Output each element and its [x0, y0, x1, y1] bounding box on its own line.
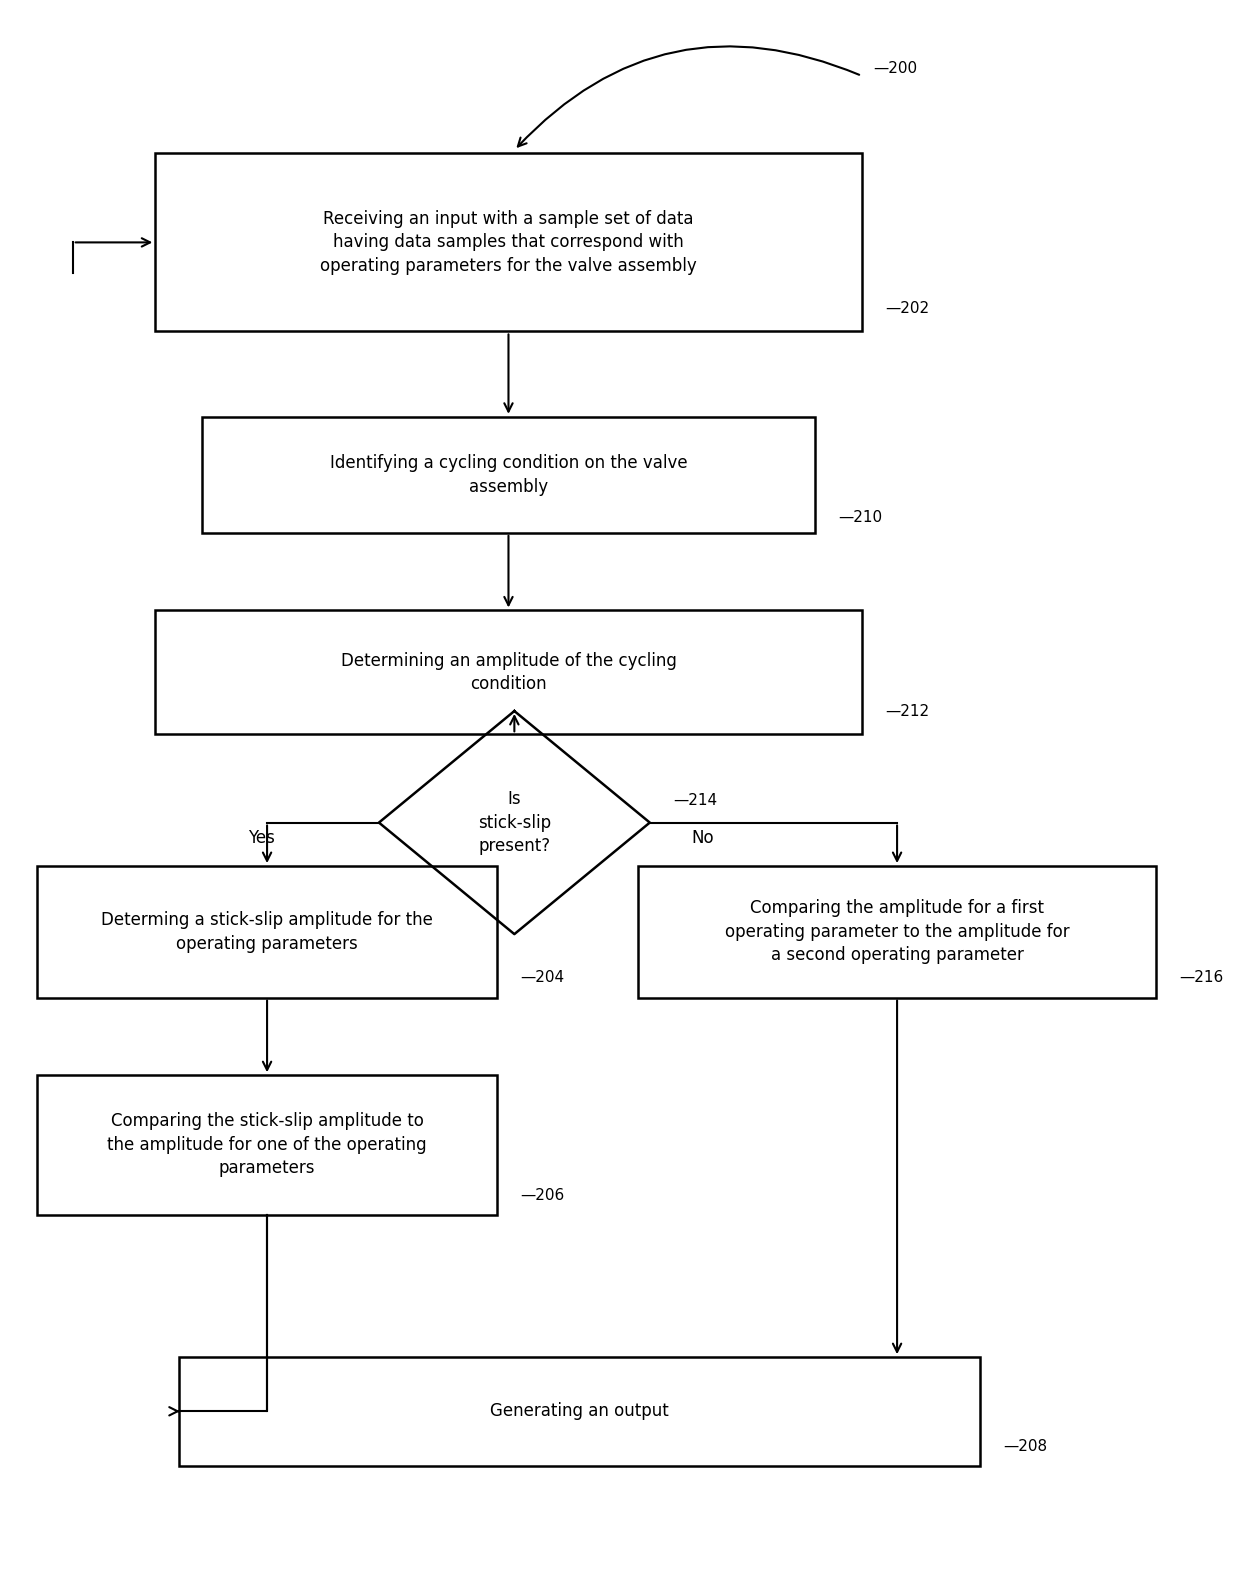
- FancyBboxPatch shape: [37, 1076, 497, 1214]
- FancyBboxPatch shape: [155, 153, 862, 331]
- Text: Comparing the amplitude for a first
operating parameter to the amplitude for
a s: Comparing the amplitude for a first oper…: [724, 899, 1069, 965]
- Text: —208: —208: [1003, 1440, 1048, 1454]
- Text: —200: —200: [873, 60, 918, 76]
- FancyBboxPatch shape: [639, 866, 1156, 998]
- Text: Determining an amplitude of the cycling
condition: Determining an amplitude of the cycling …: [341, 651, 676, 694]
- Text: —202: —202: [885, 301, 930, 315]
- Text: —204: —204: [521, 970, 564, 986]
- Polygon shape: [379, 711, 650, 934]
- Text: —206: —206: [521, 1189, 564, 1203]
- Text: Is
stick-slip
present?: Is stick-slip present?: [477, 790, 551, 855]
- Text: Identifying a cycling condition on the valve
assembly: Identifying a cycling condition on the v…: [330, 454, 687, 495]
- FancyBboxPatch shape: [155, 610, 862, 735]
- Text: —212: —212: [885, 703, 930, 719]
- Text: —216: —216: [1179, 970, 1224, 986]
- FancyBboxPatch shape: [179, 1358, 980, 1465]
- Text: Generating an output: Generating an output: [490, 1402, 668, 1421]
- FancyBboxPatch shape: [37, 866, 497, 998]
- Text: No: No: [692, 830, 714, 847]
- Text: Comparing the stick-slip amplitude to
the amplitude for one of the operating
par: Comparing the stick-slip amplitude to th…: [107, 1112, 427, 1178]
- Text: Determing a stick-slip amplitude for the
operating parameters: Determing a stick-slip amplitude for the…: [102, 912, 433, 953]
- Text: —210: —210: [838, 509, 883, 525]
- Text: —214: —214: [673, 793, 718, 809]
- Text: Yes: Yes: [248, 830, 274, 847]
- FancyBboxPatch shape: [202, 416, 815, 533]
- Text: Receiving an input with a sample set of data
having data samples that correspond: Receiving an input with a sample set of …: [320, 210, 697, 274]
